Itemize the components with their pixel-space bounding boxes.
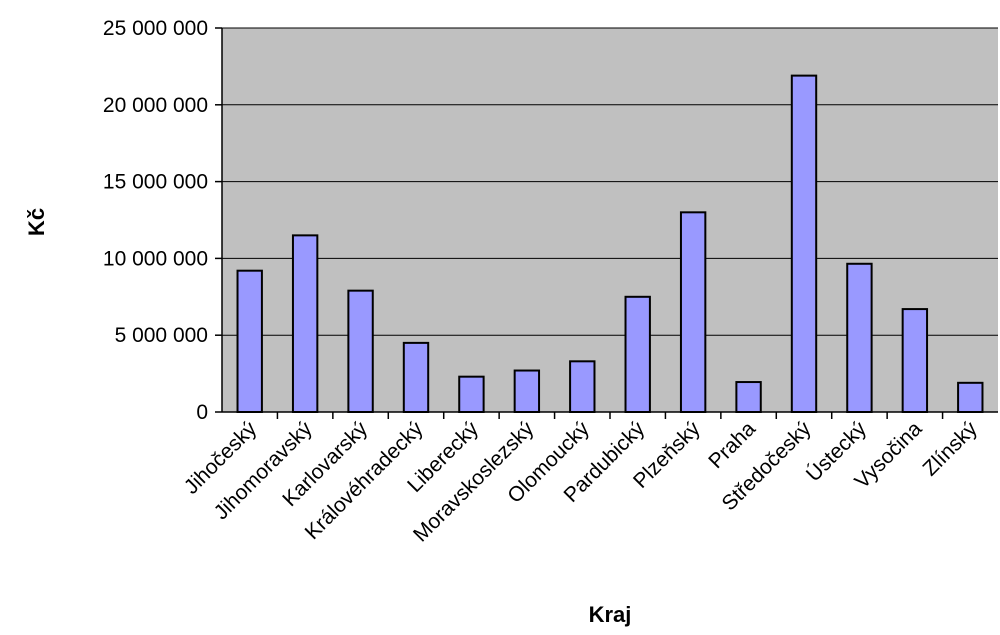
bar bbox=[515, 371, 539, 412]
bar bbox=[238, 271, 262, 412]
bar bbox=[459, 377, 483, 412]
plot-area bbox=[222, 28, 998, 412]
y-axis-ticks: 0 5 000 000 10 000 000 15 000 000 20 000 000… bbox=[103, 17, 222, 424]
bar bbox=[792, 76, 816, 412]
y-tick-label: 25 000 000 bbox=[103, 17, 208, 40]
bar bbox=[847, 264, 871, 412]
bar bbox=[293, 235, 317, 412]
y-tick-label: 0 bbox=[196, 401, 208, 424]
y-tick-label: 20 000 000 bbox=[103, 94, 208, 117]
bar bbox=[404, 343, 428, 412]
y-tick-label: 5 000 000 bbox=[115, 324, 208, 347]
y-tick-label: 15 000 000 bbox=[103, 171, 208, 194]
bar bbox=[903, 309, 927, 412]
bar bbox=[626, 297, 650, 412]
x-axis-ticks: JihočeskýJihomoravskýKarlovarskýKrálovéh… bbox=[180, 412, 982, 547]
bar bbox=[570, 361, 594, 412]
bar bbox=[736, 382, 760, 412]
x-tick-label: Jihomoravský bbox=[210, 417, 317, 524]
bar bbox=[681, 212, 705, 412]
y-axis-title: Kč bbox=[24, 208, 49, 236]
bar bbox=[348, 291, 372, 412]
y-tick-label: 10 000 000 bbox=[103, 247, 208, 270]
x-tick-label: Zlínský bbox=[919, 417, 983, 481]
bar bbox=[958, 383, 982, 412]
x-axis-title: Kraj bbox=[589, 602, 632, 627]
